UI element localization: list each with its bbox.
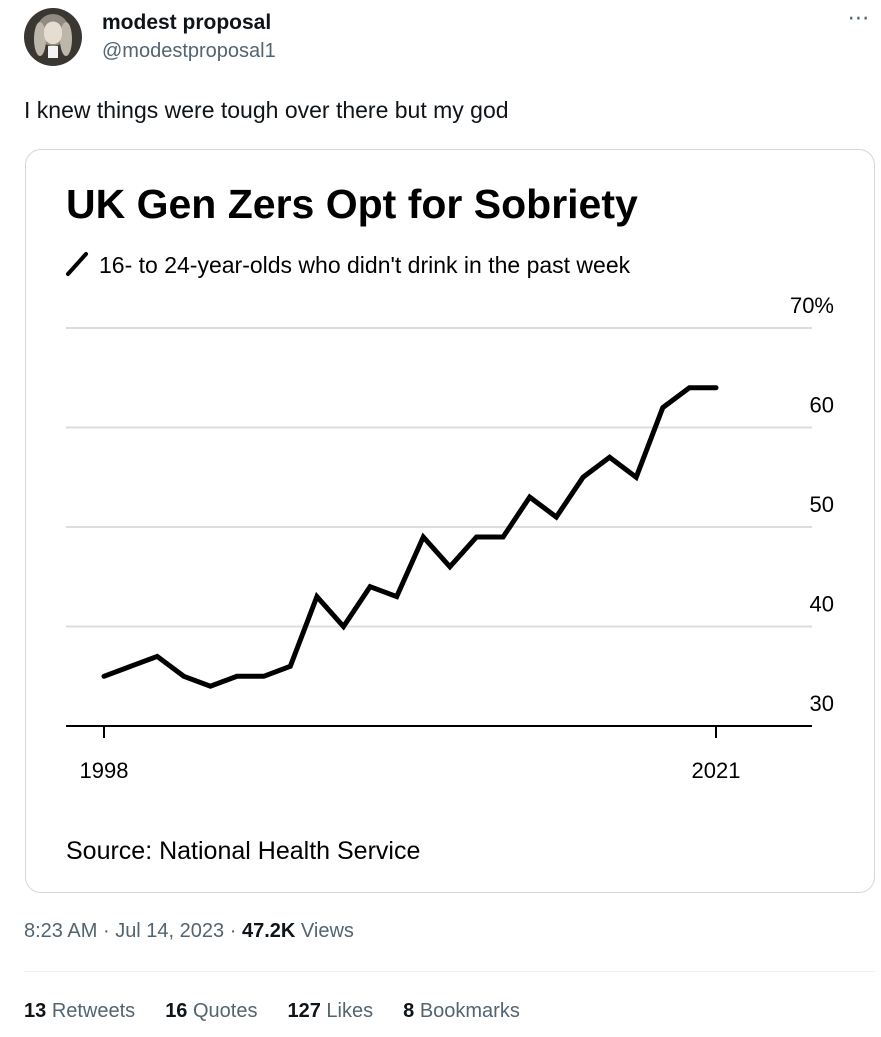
y-tick-label: 40 [810,592,834,617]
chart-image-card[interactable]: UK Gen Zers Opt for Sobriety 16- to 24-y… [25,149,875,893]
user-handle[interactable]: @modestproposal1 [102,40,276,62]
divider [24,971,875,972]
stat-likes[interactable]: 127 Likes [287,1000,374,1022]
tweet-timestamp[interactable]: 8:23 AM · Jul 14, 2023 · 47.2K Views [24,920,354,943]
engagement-stats: 13 Retweets 16 Quotes 127 Likes 8 Bookma… [24,1000,520,1023]
x-tick-label: 1998 [80,758,129,783]
tweet-time[interactable]: 8:23 AM [24,920,98,942]
tweet-date[interactable]: Jul 14, 2023 [115,920,225,942]
avatar-wig-right [60,22,72,56]
stat-quotes[interactable]: 16 Quotes [165,1000,258,1022]
views-count: 47.2K [241,920,296,942]
avatar-collar [48,46,58,58]
legend-label: 16- to 24-year-olds who didn't drink in … [99,252,631,278]
series-line [101,385,719,689]
chart-title: UK Gen Zers Opt for Sobriety [66,181,638,227]
y-tick-label: 30 [810,691,834,716]
avatar[interactable] [24,8,82,66]
y-tick-label: 60 [810,393,834,418]
y-tick-label: 70% [790,293,834,318]
avatar-wig-left [34,22,46,56]
meta-separator: · [229,920,237,942]
x-tick-label: 2021 [692,758,741,783]
stat-bookmarks[interactable]: 8 Bookmarks [403,1000,520,1022]
display-name[interactable]: modest proposal [102,11,272,34]
avatar-face [44,22,62,44]
chart-source: Source: National Health Service [66,837,420,865]
line-chart: UK Gen Zers Opt for Sobriety 16- to 24-y… [66,181,834,865]
stat-retweets[interactable]: 13 Retweets [24,1000,136,1022]
y-tick-label: 50 [810,492,834,517]
legend-swatch [66,252,88,276]
views-label: Views [300,920,354,942]
more-horizontal-icon[interactable]: ⋯ [847,5,871,30]
meta-separator: · [102,920,110,942]
tweet-text: I knew things were tough over there but … [24,97,509,123]
